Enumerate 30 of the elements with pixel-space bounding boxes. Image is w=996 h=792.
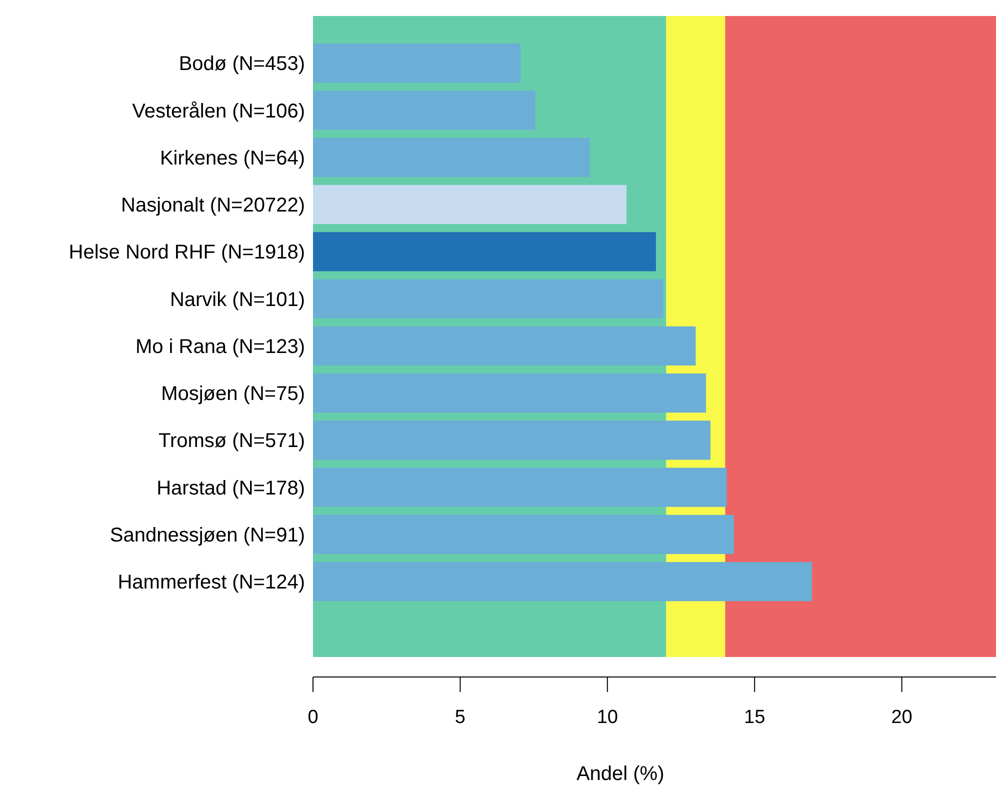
x-tick-label: 0	[308, 707, 318, 728]
y-tick-label: Harstad (N=178)	[156, 477, 305, 500]
y-tick-label: Sandnessjøen (N=91)	[110, 524, 305, 546]
bar	[313, 420, 710, 460]
y-tick-label: Narvik (N=101)	[170, 288, 305, 311]
bar	[313, 279, 664, 318]
bar	[313, 184, 627, 224]
x-tick-label: 5	[454, 707, 466, 728]
y-tick-label: Mo i Rana (N=123)	[135, 336, 305, 358]
x-tick-label: 15	[744, 707, 766, 728]
bar	[313, 374, 706, 413]
bar	[313, 326, 696, 366]
y-tick-label: Kirkenes (N=64)	[160, 147, 305, 170]
bar	[313, 44, 521, 83]
y-tick-label: Tromsø (N=571)	[158, 430, 305, 452]
y-tick-label: Bodø (N=453)	[178, 53, 305, 76]
bar	[313, 562, 812, 602]
bar	[313, 468, 727, 507]
bar	[313, 90, 536, 130]
x-tick-label: 20	[891, 707, 912, 728]
bar	[313, 514, 734, 554]
bar	[313, 138, 590, 177]
y-tick-label: Nasjonalt (N=20722)	[121, 194, 305, 217]
y-tick-label: Vesterålen (N=106)	[132, 100, 305, 122]
bar	[313, 232, 656, 272]
y-tick-label: Mosjøen (N=75)	[161, 383, 305, 406]
x-axis-title: Andel (%)	[576, 763, 664, 785]
y-tick-label: Hammerfest (N=124)	[118, 572, 305, 594]
y-tick-label: Helse Nord RHF (N=1918)	[68, 242, 305, 264]
x-tick-label: 10	[596, 707, 618, 728]
